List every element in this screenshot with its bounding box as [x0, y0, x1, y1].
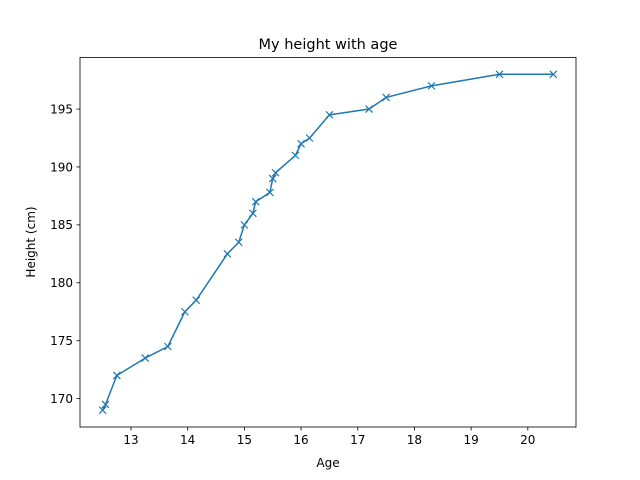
data-point — [240, 220, 249, 229]
series-line — [101, 73, 555, 412]
y-axis: 170 175 180 185 190 195 — [50, 102, 80, 406]
data-point — [265, 188, 274, 197]
data-point — [223, 249, 232, 258]
x-tick-label: 14 — [180, 433, 195, 447]
data-point — [268, 174, 277, 183]
data-point — [163, 342, 172, 351]
y-tick-label: 195 — [50, 102, 73, 116]
data-point — [495, 70, 504, 79]
data-point — [180, 307, 189, 316]
data-point — [427, 81, 436, 90]
x-tick-label: 15 — [237, 433, 252, 447]
data-point — [234, 238, 243, 247]
x-axis-label: Age — [316, 456, 339, 470]
x-tick-label: 16 — [293, 433, 308, 447]
data-point — [101, 400, 110, 409]
data-point — [325, 110, 334, 119]
y-tick-label: 180 — [50, 276, 73, 290]
y-axis-label: Height (cm) — [24, 206, 38, 277]
y-tick-label: 175 — [50, 334, 73, 348]
data-point — [192, 296, 201, 305]
data-point — [271, 168, 280, 177]
data-point — [297, 139, 305, 148]
data-point — [382, 93, 391, 102]
data-point — [365, 105, 374, 113]
x-tick-label: 13 — [123, 433, 138, 447]
data-point — [305, 134, 314, 142]
data-point — [251, 197, 260, 206]
data-point — [291, 151, 300, 160]
plot-area — [98, 70, 558, 415]
data-point — [549, 70, 558, 79]
data-point — [98, 406, 107, 415]
x-tick-label: 17 — [350, 433, 365, 447]
data-point — [248, 209, 257, 218]
chart-title: My height with age — [259, 37, 398, 53]
data-point — [112, 371, 121, 380]
y-tick-label: 170 — [50, 392, 73, 406]
y-tick-label: 190 — [50, 160, 73, 174]
y-tick-label: 185 — [50, 218, 73, 232]
plot-frame — [79, 57, 577, 428]
data-point — [141, 354, 150, 363]
x-axis: 13 14 15 16 17 18 19 20 — [123, 427, 535, 447]
x-tick-label: 19 — [463, 433, 478, 447]
x-tick-label: 20 — [520, 433, 535, 447]
x-tick-label: 18 — [407, 433, 422, 447]
